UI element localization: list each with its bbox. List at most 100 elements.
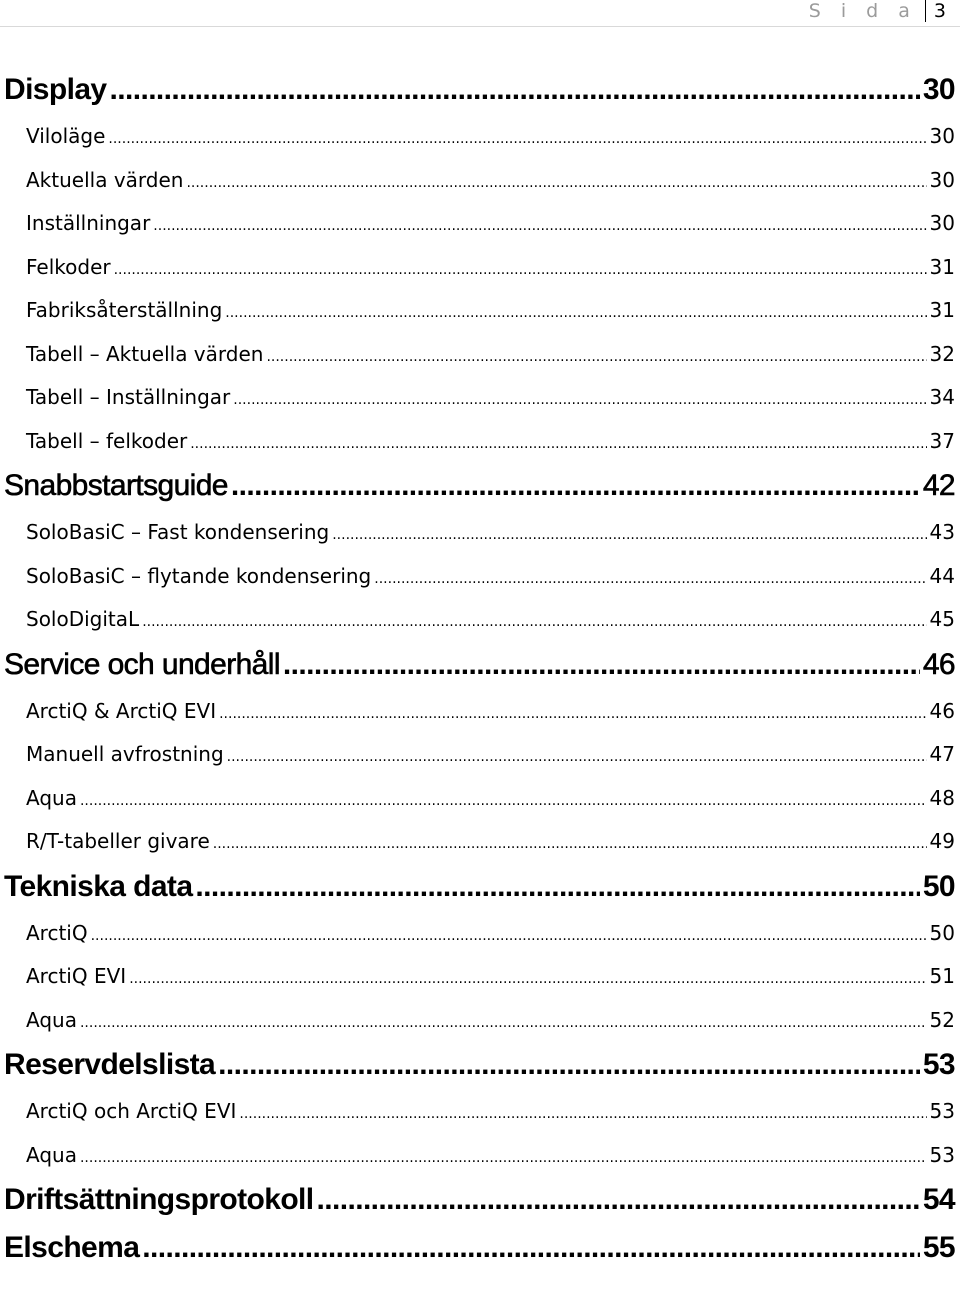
toc-entry-title: Tekniska data [4, 869, 193, 903]
page-header: S i d a 3 [809, 0, 960, 28]
dot-leader [108, 119, 926, 159]
dot-leader [213, 824, 927, 864]
toc-subentry[interactable]: Aqua 52 [0, 1000, 955, 1044]
dot-leader [317, 1178, 920, 1222]
toc-entry-page-number: 30 [929, 124, 955, 148]
dot-leader [218, 1043, 920, 1087]
toc-entry-page-number: 30 [929, 167, 955, 192]
dot-leader [332, 515, 926, 555]
dot-leader [80, 1003, 927, 1043]
toc-entry-title: Inställningar [26, 211, 151, 235]
dot-leader [239, 1094, 926, 1134]
toc-subentry[interactable]: Fabriksåterställning 31 [0, 290, 955, 334]
toc-entry-page-number: 49 [929, 829, 955, 853]
dot-leader [266, 337, 926, 377]
toc-entry-page-number: 54 [922, 1183, 956, 1216]
dot-leader [190, 424, 926, 464]
toc-subentry[interactable]: Tabell – felkoder 37 [0, 421, 955, 465]
toc-entry-title: Display [4, 73, 107, 106]
toc-subentry[interactable]: SoloBasiC – Fast kondensering 43 [0, 512, 955, 556]
toc-entry-title: Tabell – Aktuella värden [26, 341, 264, 366]
toc-entry-page-number: 45 [929, 607, 955, 631]
dot-leader [227, 737, 927, 777]
toc-heading-entry[interactable]: Elschema 55 [0, 1226, 956, 1274]
toc-entry-page-number: 47 [929, 742, 955, 766]
toc-entry-title: Aqua [26, 785, 77, 810]
page-label: S i d a [808, 0, 917, 22]
toc-entry-page-number: 46 [922, 647, 956, 681]
toc-subentry[interactable]: Aqua 53 [0, 1135, 955, 1179]
page-separator [924, 0, 926, 22]
dot-leader [142, 1226, 920, 1270]
toc-entry-title: SoloBasiC – flytande kondensering [26, 563, 372, 588]
page-number: 3 [933, 0, 946, 22]
toc-subentry[interactable]: Manuell avfrostning 47 [0, 734, 955, 778]
toc-heading-entry[interactable]: Tekniska data 50 [0, 865, 956, 913]
toc-entry-title: Fabriksåterställning [26, 298, 223, 322]
table-of-contents: Display30Viloläge30Aktuella värden30Inst… [0, 68, 960, 1274]
dot-leader [142, 602, 926, 642]
toc-subentry[interactable]: SoloBasiC – flytande kondensering 44 [0, 556, 955, 600]
toc-entry-page-number: 53 [929, 1142, 955, 1167]
toc-entry-page-number: 55 [922, 1231, 956, 1264]
toc-heading-entry[interactable]: Display 30 [0, 68, 956, 116]
toc-subentry[interactable]: ArctiQ EVI 51 [0, 956, 955, 1000]
toc-entry-page-number: 31 [929, 254, 955, 279]
toc-entry-title: ArctiQ & ArctiQ EVI [26, 698, 217, 723]
toc-subentry[interactable]: Felkoder 31 [0, 247, 955, 291]
toc-entry-title: ArctiQ EVI [26, 964, 127, 988]
toc-entry-page-number: 42 [922, 469, 956, 503]
toc-entry-page-number: 50 [922, 869, 956, 903]
toc-subentry[interactable]: Tabell – Inställningar 34 [0, 377, 955, 421]
toc-subentry[interactable]: Viloläge 30 [0, 116, 955, 160]
toc-entry-page-number: 52 [929, 1007, 955, 1032]
toc-entry-title: Manuell avfrostning [26, 742, 224, 766]
toc-entry-title: Aktuella värden [26, 167, 184, 192]
toc-entry-page-number: 44 [929, 563, 955, 588]
toc-entry-page-number: 30 [929, 211, 955, 235]
toc-entry-page-number: 50 [929, 920, 955, 945]
dot-leader [225, 293, 926, 333]
toc-heading-entry[interactable]: Snabbstartsguide 42 [0, 464, 956, 512]
toc-entry-title: Felkoder [26, 254, 111, 279]
dot-leader [231, 464, 920, 508]
toc-entry-page-number: 30 [922, 73, 956, 106]
toc-entry-title: Snabbstartsguide [4, 469, 229, 503]
dot-leader [114, 250, 927, 290]
toc-entry-title: R/T-tabeller givare [26, 829, 210, 853]
toc-heading-entry[interactable]: Driftsättningsprotokoll 54 [0, 1178, 956, 1226]
toc-entry-title: Driftsättningsprotokoll [4, 1183, 314, 1216]
dot-leader [91, 916, 927, 956]
toc-heading-entry[interactable]: Reservdelslista 53 [0, 1043, 956, 1091]
toc-subentry[interactable]: Tabell – Aktuella värden 32 [0, 334, 955, 378]
dot-leader [129, 959, 926, 999]
toc-entry-title: SoloDigitaL [26, 607, 140, 631]
toc-entry-page-number: 51 [929, 964, 955, 988]
dot-leader [233, 380, 926, 420]
toc-subentry[interactable]: R/T-tabeller givare 49 [0, 821, 955, 865]
toc-subentry[interactable]: Aktuella värden 30 [0, 160, 955, 204]
dot-leader [80, 1138, 927, 1178]
toc-entry-page-number: 34 [929, 385, 955, 409]
toc-heading-entry[interactable]: Service och underhåll 46 [0, 643, 956, 691]
toc-subentry[interactable]: ArctiQ & ArctiQ EVI 46 [0, 691, 955, 735]
toc-entry-title: Service och underhåll [4, 647, 281, 681]
toc-entry-page-number: 53 [922, 1048, 956, 1081]
toc-entry-title: ArctiQ och ArctiQ EVI [26, 1099, 237, 1123]
dot-leader [374, 559, 926, 599]
toc-entry-page-number: 37 [929, 428, 955, 453]
toc-subentry[interactable]: Aqua 48 [0, 778, 955, 822]
toc-entry-page-number: 46 [929, 698, 955, 723]
toc-entry-title: SoloBasiC – Fast kondensering [26, 520, 330, 544]
toc-entry-title: Reservdelslista [4, 1048, 216, 1081]
toc-subentry[interactable]: ArctiQ 50 [0, 913, 955, 957]
dot-leader [153, 206, 926, 246]
toc-entry-page-number: 31 [929, 298, 955, 322]
toc-subentry[interactable]: SoloDigitaL 45 [0, 599, 955, 643]
toc-subentry[interactable]: Inställningar 30 [0, 203, 955, 247]
dot-leader [80, 781, 927, 821]
dot-leader [110, 68, 920, 112]
dot-leader [195, 865, 919, 909]
toc-entry-title: Elschema [4, 1231, 140, 1264]
toc-subentry[interactable]: ArctiQ och ArctiQ EVI 53 [0, 1091, 955, 1135]
